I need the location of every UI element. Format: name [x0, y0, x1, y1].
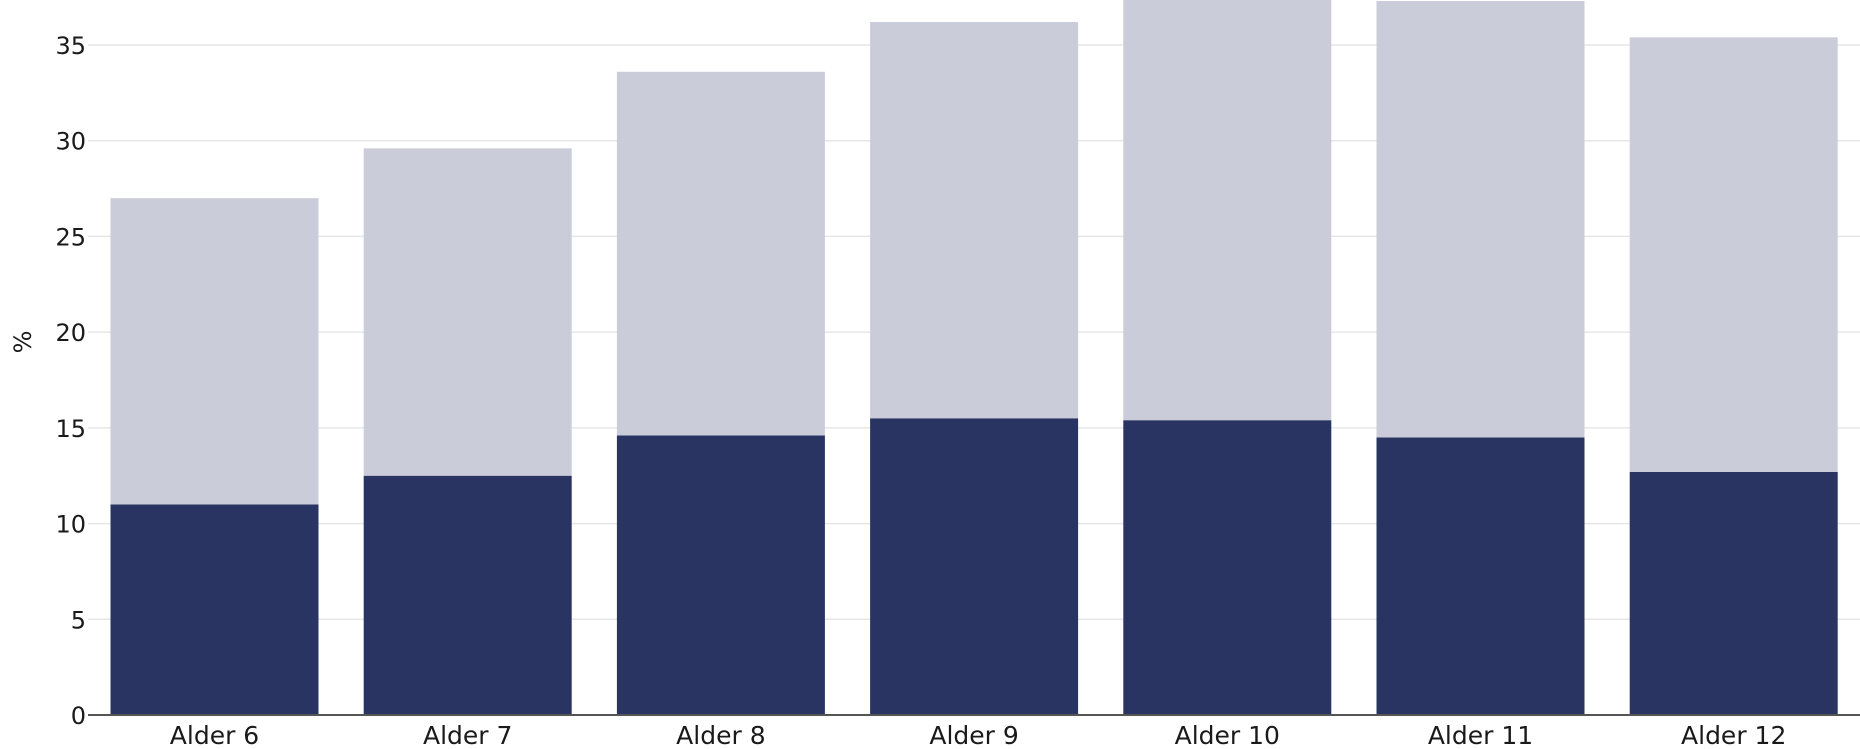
- y-tick-label: 25: [55, 223, 86, 251]
- x-category-label: Alder 11: [1428, 721, 1533, 749]
- y-tick-label: 15: [55, 415, 86, 443]
- bar-segment: [616, 435, 825, 715]
- bar-segment: [1123, 420, 1332, 715]
- x-category-label: Alder 10: [1175, 721, 1280, 749]
- bar-segment: [1376, 0, 1585, 438]
- y-axis-title: %: [9, 331, 37, 354]
- y-axis-ticks: 0 5 10 15 20 25 30 35: [55, 32, 86, 730]
- x-axis-labels: Alder 6 Alder 7 Alder 8 Alder 9 Alder 10 Alde…: [170, 721, 1787, 749]
- bar-segment: [110, 504, 319, 715]
- bar-segment: [870, 418, 1079, 715]
- x-category-label: Alder 12: [1681, 721, 1786, 749]
- y-tick-label: 5: [71, 606, 86, 634]
- y-tick-label: 30: [55, 128, 86, 156]
- bar-segment: [1629, 471, 1838, 715]
- x-category-label: Alder 6: [170, 721, 259, 749]
- y-tick-label: 20: [55, 319, 86, 347]
- bar-segment: [110, 198, 319, 505]
- y-tick-label: 0: [71, 702, 86, 730]
- bar-segment: [1376, 437, 1585, 715]
- x-category-label: Alder 7: [423, 721, 512, 749]
- y-tick-label: 10: [55, 511, 86, 539]
- x-category-label: Alder 8: [676, 721, 765, 749]
- bar-segment: [1629, 37, 1838, 472]
- x-category-label: Alder 9: [929, 721, 1018, 749]
- y-tick-label: 35: [55, 32, 86, 60]
- bar-segment: [1123, 0, 1332, 421]
- bar-segment: [616, 71, 825, 436]
- bar-segment: [363, 475, 572, 715]
- bar-segment: [870, 22, 1079, 419]
- bar-segment: [363, 148, 572, 476]
- bars: [110, 0, 1838, 715]
